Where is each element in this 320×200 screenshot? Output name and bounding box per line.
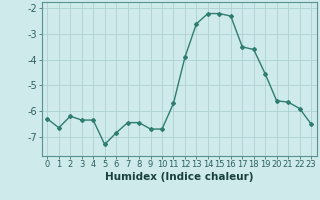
X-axis label: Humidex (Indice chaleur): Humidex (Indice chaleur) bbox=[105, 172, 253, 182]
